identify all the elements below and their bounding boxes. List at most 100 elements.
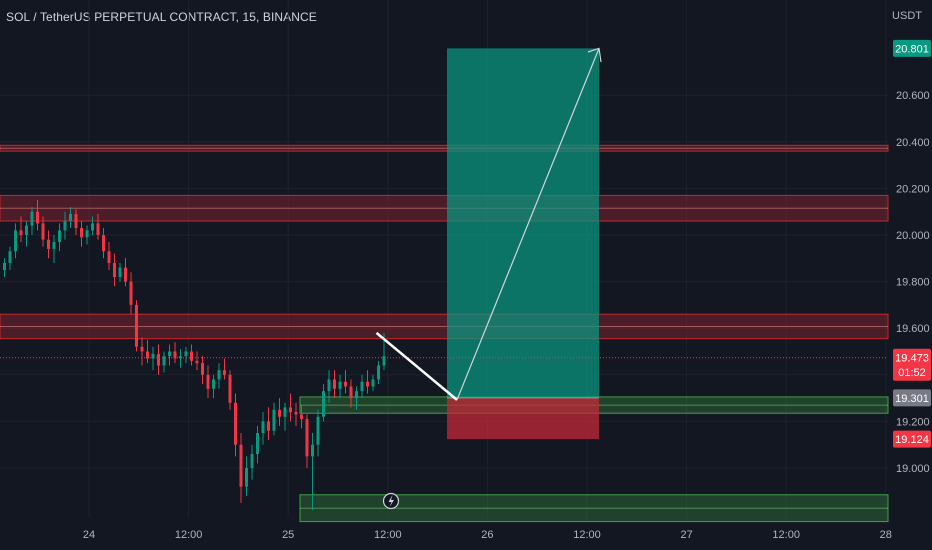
- candle-body: [96, 223, 100, 235]
- time-tick-label: 12:00: [772, 529, 800, 541]
- candle-body: [36, 211, 39, 224]
- candle-body: [52, 241, 56, 249]
- candle-body: [377, 365, 380, 380]
- candle-body: [91, 223, 94, 231]
- candle-body: [129, 281, 133, 305]
- candle-body: [135, 304, 138, 347]
- candle-body: [80, 228, 83, 238]
- candle-body: [382, 356, 386, 366]
- candle-body: [58, 230, 61, 242]
- time-tick-label: 25: [282, 529, 294, 541]
- candle-body: [151, 353, 155, 359]
- candle-body: [63, 221, 67, 231]
- candle-body: [157, 353, 160, 366]
- time-tick-label: 12:00: [573, 529, 601, 541]
- price-unit-label: USDT: [892, 10, 922, 22]
- time-axis[interactable]: 24 12:00 25 12:00 26 12:00 27 12:00 28: [83, 529, 892, 541]
- time-tick-label: 26: [481, 529, 493, 541]
- loss-zone: [447, 397, 599, 440]
- candle-body: [294, 412, 298, 415]
- candle-body: [19, 230, 23, 235]
- candle-body: [162, 356, 166, 366]
- price-tag-label: 20.801: [895, 43, 929, 55]
- price-tag-label: 19.473: [895, 352, 929, 364]
- candle-body: [47, 239, 50, 249]
- candle-body: [107, 251, 111, 263]
- candles: [3, 200, 386, 510]
- candle-body: [8, 251, 12, 263]
- candle-body: [245, 468, 248, 487]
- countdown-label: 01:52: [898, 367, 926, 379]
- time-tick-label: 27: [680, 529, 692, 541]
- candle-body: [327, 379, 331, 392]
- price-tick-label: 20.200: [896, 183, 930, 195]
- target-arrow: [456, 48, 600, 401]
- candle-body: [173, 351, 177, 359]
- candle-body: [371, 379, 375, 387]
- price-tick-label: 20.400: [896, 137, 930, 149]
- candle-body: [300, 414, 303, 420]
- price-tick-label: 20.600: [896, 90, 930, 102]
- candle-body: [217, 370, 221, 380]
- candle-body: [212, 379, 215, 389]
- candle-body: [85, 230, 89, 238]
- price-tick-label: 19.600: [896, 323, 930, 335]
- candle-body: [102, 235, 105, 252]
- price-tick-label: 19.000: [896, 463, 930, 475]
- candle-body: [190, 351, 193, 361]
- candle-body: [113, 262, 116, 277]
- candle-body: [305, 419, 309, 457]
- candle-body: [206, 374, 210, 389]
- candle-body: [239, 444, 243, 487]
- candle-body: [234, 402, 237, 445]
- candle-body: [278, 409, 281, 417]
- candle-body: [344, 381, 347, 387]
- price-tag: [893, 39, 931, 57]
- candle-body: [118, 267, 122, 277]
- candle-body: [228, 374, 232, 403]
- price-tag-label: 19.301: [895, 393, 929, 405]
- time-tick-label: 28: [880, 529, 892, 541]
- price-tick-label: 20.000: [896, 230, 930, 242]
- price-tag-label: 19.124: [895, 434, 929, 446]
- time-tick-label: 12:00: [175, 529, 203, 541]
- candle-body: [140, 346, 144, 352]
- price-tick-label: 19.200: [896, 416, 930, 428]
- price-tag: [893, 430, 931, 448]
- candle-body: [316, 416, 320, 445]
- time-tick-label: 24: [83, 529, 95, 541]
- candle-body: [168, 351, 171, 357]
- candle-body: [69, 214, 72, 222]
- zones: [0, 144, 889, 523]
- long-position-tool[interactable]: [447, 48, 599, 440]
- candle-body: [250, 454, 254, 468]
- price-tag: [893, 389, 931, 407]
- candle-body: [14, 230, 17, 252]
- arrow-head: [587, 47, 602, 63]
- price-axis[interactable]: 19.00019.20019.40019.60019.80020.00020.2…: [896, 90, 930, 475]
- candle-body: [223, 370, 226, 375]
- candle-body: [338, 381, 342, 389]
- candle-body: [261, 421, 265, 434]
- candle-body: [201, 363, 204, 375]
- candle-body: [195, 360, 199, 364]
- candle-body: [333, 379, 336, 389]
- drawings[interactable]: [0, 47, 888, 510]
- pullback-line: [375, 331, 458, 401]
- chart-title: SOL / TetherUS PERPETUAL CONTRACT, 15, B…: [6, 10, 317, 24]
- candle-body: [289, 407, 292, 413]
- candle-body: [366, 381, 369, 387]
- price-tick-label: 19.800: [896, 277, 930, 289]
- profit-zone: [447, 48, 599, 398]
- candle-body: [256, 433, 259, 455]
- candle-body: [322, 391, 325, 417]
- candle-body: [184, 351, 188, 357]
- price-tag: [893, 348, 931, 381]
- candle-body: [267, 421, 270, 431]
- candle-body: [30, 211, 34, 226]
- price-tags: 20.801 19.473 01:52 19.301 19.124: [893, 39, 931, 448]
- candle-body: [74, 214, 78, 229]
- candle-body: [349, 386, 353, 399]
- candle-body: [355, 391, 358, 399]
